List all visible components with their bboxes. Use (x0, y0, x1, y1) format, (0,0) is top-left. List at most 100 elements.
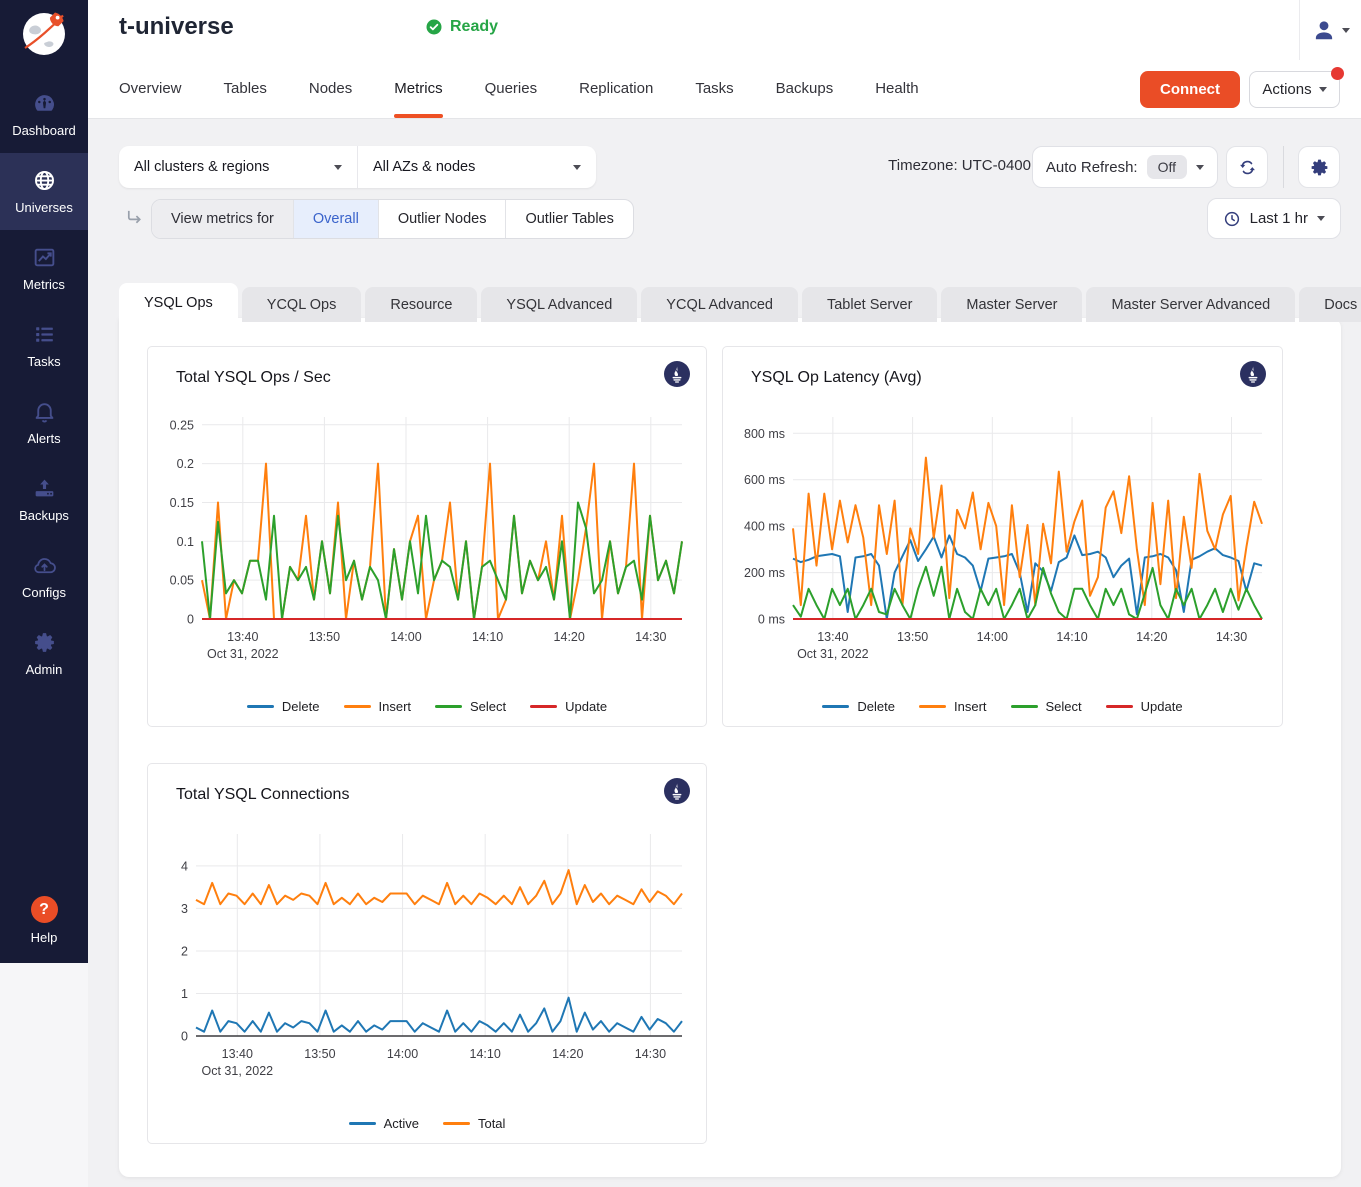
chevron-down-icon (1342, 28, 1350, 33)
legend-swatch (530, 705, 557, 708)
branch-arrow-icon (125, 208, 144, 232)
globe-icon (32, 168, 57, 193)
view-tab-overall[interactable]: Overall (293, 200, 378, 238)
x-tick-label: 13:50 (897, 630, 928, 644)
sidebar-item-alerts[interactable]: Alerts (0, 384, 88, 461)
sidebar-item-universes[interactable]: Universes (0, 153, 88, 230)
metric-tab-ycql-advanced[interactable]: YCQL Advanced (641, 287, 798, 322)
tab-tables[interactable]: Tables (224, 60, 267, 118)
chart-canvas[interactable]: 0123413:40Oct 31, 202213:5014:0014:1014:… (156, 824, 696, 1080)
prometheus-icon[interactable] (664, 778, 690, 804)
bell-icon (32, 399, 57, 424)
chart-card-total-ysql-ops: Total YSQL Ops / Sec 00.050.10.150.20.25… (147, 346, 707, 727)
sidebar-item-help[interactable]: ? Help (31, 896, 58, 953)
sidebar-item-label: Alerts (27, 431, 60, 446)
yugabyte-logo[interactable] (0, 2, 88, 64)
x-tick-date-label: Oct 31, 2022 (202, 1064, 274, 1078)
sidebar-item-admin[interactable]: Admin (0, 615, 88, 692)
metric-tab-resource[interactable]: Resource (365, 287, 477, 322)
y-tick-label: 600 ms (744, 473, 785, 487)
tab-backups[interactable]: Backups (776, 60, 834, 118)
legend-item-update[interactable]: Update (1106, 699, 1183, 714)
chevron-down-icon (334, 165, 342, 170)
legend-label: Select (470, 699, 506, 714)
azs-nodes-value: All AZs & nodes (373, 159, 475, 175)
legend-item-select[interactable]: Select (435, 699, 506, 714)
connect-button[interactable]: Connect (1140, 71, 1240, 108)
notification-dot (1331, 67, 1344, 80)
legend-swatch (435, 705, 462, 708)
metric-tab-docs-db[interactable]: Docs DB (1299, 287, 1361, 322)
legend-item-insert[interactable]: Insert (919, 699, 987, 714)
gear-icon (32, 630, 57, 655)
legend-swatch (247, 705, 274, 708)
time-range-dropdown[interactable]: Last 1 hr (1207, 198, 1341, 239)
refresh-button[interactable] (1226, 146, 1268, 188)
metric-tabs: YSQL OpsYCQL OpsResourceYSQL AdvancedYCQ… (119, 283, 1361, 322)
tab-queries[interactable]: Queries (485, 60, 538, 118)
x-tick-label: 14:10 (1056, 630, 1087, 644)
sidebar-item-label: Dashboard (12, 123, 76, 138)
prometheus-icon[interactable] (664, 361, 690, 387)
chart-legend: Active Total (148, 1116, 706, 1131)
y-tick-label: 0.25 (170, 418, 194, 432)
auto-refresh-label: Auto Refresh: (1046, 159, 1138, 176)
legend-item-delete[interactable]: Delete (247, 699, 320, 714)
clusters-regions-dropdown[interactable]: All clusters & regions (119, 146, 357, 188)
tab-replication[interactable]: Replication (579, 60, 653, 118)
actions-button[interactable]: Actions (1249, 71, 1340, 108)
y-tick-label: 0.1 (177, 535, 194, 549)
clusters-regions-value: All clusters & regions (134, 159, 269, 175)
settings-button[interactable] (1298, 146, 1340, 188)
legend-swatch (443, 1122, 470, 1125)
sidebar-item-dashboard[interactable]: Dashboard (0, 76, 88, 153)
legend-label: Insert (379, 699, 412, 714)
legend-item-delete[interactable]: Delete (822, 699, 895, 714)
metric-tab-ysql-advanced[interactable]: YSQL Advanced (481, 287, 637, 322)
header: t-universe Ready (88, 0, 1361, 60)
upload-icon (32, 476, 57, 501)
view-tab-outlier-nodes[interactable]: Outlier Nodes (378, 200, 506, 238)
legend-label: Delete (282, 699, 320, 714)
legend-item-insert[interactable]: Insert (344, 699, 412, 714)
auto-refresh-dropdown[interactable]: Auto Refresh: Off (1032, 146, 1218, 188)
legend-item-active[interactable]: Active (349, 1116, 419, 1131)
metric-tab-master-server[interactable]: Master Server (941, 287, 1082, 322)
legend-swatch (349, 1122, 376, 1125)
sidebar-footer-area (0, 963, 88, 1187)
tab-metrics[interactable]: Metrics (394, 60, 442, 118)
x-tick-date-label: Oct 31, 2022 (797, 647, 869, 661)
metric-tab-master-server-advanced[interactable]: Master Server Advanced (1086, 287, 1295, 322)
tab-overview[interactable]: Overview (119, 60, 182, 118)
sidebar-item-configs[interactable]: Configs (0, 538, 88, 615)
sidebar-item-metrics[interactable]: Metrics (0, 230, 88, 307)
legend-item-total[interactable]: Total (443, 1116, 505, 1131)
metric-tab-ycql-ops[interactable]: YCQL Ops (242, 287, 362, 322)
sidebar-item-tasks[interactable]: Tasks (0, 307, 88, 384)
metric-tab-ysql-ops[interactable]: YSQL Ops (119, 283, 238, 322)
y-tick-label: 400 ms (744, 520, 785, 534)
tab-health[interactable]: Health (875, 60, 918, 118)
sidebar-item-backups[interactable]: Backups (0, 461, 88, 538)
view-tab-outlier-tables[interactable]: Outlier Tables (505, 200, 632, 238)
legend-swatch (822, 705, 849, 708)
user-menu[interactable] (1299, 0, 1361, 60)
clock-icon (1223, 210, 1241, 228)
azs-nodes-dropdown[interactable]: All AZs & nodes (357, 146, 596, 188)
legend-item-update[interactable]: Update (530, 699, 607, 714)
x-tick-label: 13:40 (227, 630, 258, 644)
tab-nodes[interactable]: Nodes (309, 60, 352, 118)
prometheus-icon[interactable] (1240, 361, 1266, 387)
help-icon: ? (31, 896, 58, 923)
legend-swatch (1106, 705, 1133, 708)
chevron-down-icon (1319, 87, 1327, 92)
legend-item-select[interactable]: Select (1011, 699, 1082, 714)
refresh-icon (1237, 157, 1258, 178)
y-tick-label: 0 ms (758, 613, 785, 627)
chart-canvas[interactable]: 0 ms200 ms400 ms600 ms800 ms13:40Oct 31,… (731, 407, 1276, 663)
tab-tasks[interactable]: Tasks (695, 60, 733, 118)
chart-canvas[interactable]: 00.050.10.150.20.2513:40Oct 31, 202213:5… (156, 407, 696, 663)
y-tick-label: 0.2 (177, 457, 194, 471)
metric-tab-tablet-server[interactable]: Tablet Server (802, 287, 937, 322)
sidebar-item-label: Tasks (27, 354, 60, 369)
